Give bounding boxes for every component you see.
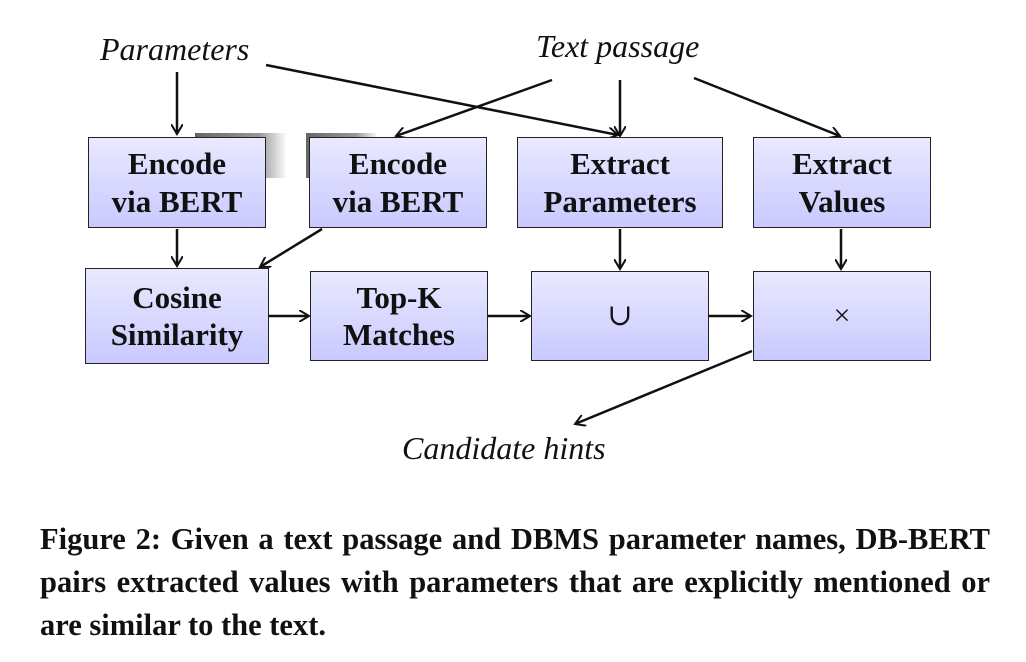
arrow-product-to-hints bbox=[575, 349, 753, 424]
node-cosine-similarity: Cosine Similarity bbox=[85, 268, 269, 364]
node-cartesian-product: × bbox=[753, 271, 931, 361]
figure-caption: Figure 2: Given a text passage and DBMS … bbox=[40, 522, 990, 642]
node-union: ∪ bbox=[531, 271, 709, 361]
node-extract-values: Extract Values bbox=[753, 137, 931, 228]
node-encode-text: Encode via BERT bbox=[309, 137, 487, 228]
arrow-text-to-extract-values bbox=[693, 76, 840, 136]
arrow-parameters-to-extract-params bbox=[265, 63, 618, 135]
node-top-k-matches: Top-K Matches bbox=[310, 271, 488, 361]
node-encode-parameters: Encode via BERT bbox=[88, 137, 266, 228]
label-parameters: Parameters bbox=[100, 31, 250, 67]
flow-arrows bbox=[0, 63, 1026, 500]
label-text-passage: Text passage bbox=[536, 28, 700, 64]
node-extract-parameters: Extract Parameters bbox=[517, 137, 723, 228]
arrow-text-to-encode bbox=[396, 78, 553, 136]
label-candidate-hints: Candidate hints bbox=[402, 430, 606, 466]
arrow-encode-text-to-cosine bbox=[260, 227, 323, 269]
